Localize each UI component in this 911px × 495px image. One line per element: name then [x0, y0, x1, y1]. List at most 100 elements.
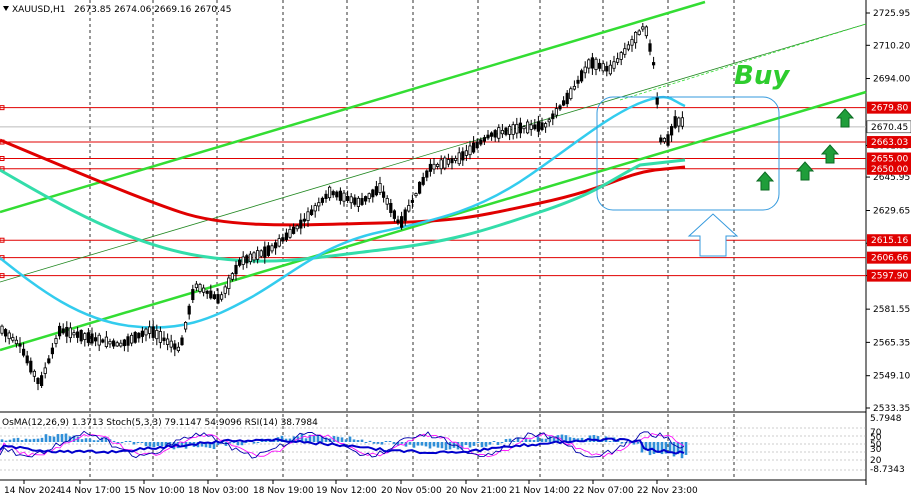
candle-body	[475, 141, 479, 149]
candle-body	[583, 66, 587, 74]
channel-mid-line[interactable]	[0, 23, 867, 283]
osma-bar	[552, 437, 556, 442]
candle-body	[324, 193, 328, 199]
osma-bar	[508, 438, 512, 442]
osma-bar	[388, 441, 392, 442]
candle-body	[486, 134, 490, 139]
osma-bar	[680, 442, 684, 459]
moving-averages	[0, 95, 686, 329]
osma-bar	[100, 437, 104, 442]
candle-body	[353, 197, 357, 205]
osma-bar	[472, 442, 476, 446]
osma-bar	[568, 437, 572, 442]
oscillator-axis-label: 5.7948	[870, 414, 902, 424]
candle-body	[169, 340, 173, 348]
oscillator-axis-label: 50	[870, 433, 882, 443]
osma-bar	[96, 440, 100, 442]
osma-bar	[288, 438, 292, 442]
candle-body	[385, 198, 389, 205]
osma-bar	[320, 437, 324, 442]
price-tick-label: 2533.35	[873, 404, 910, 414]
candle-body	[522, 126, 526, 130]
osma-bar	[504, 439, 508, 442]
osma-bar	[520, 441, 524, 442]
candle-body	[432, 163, 436, 170]
osma-bar	[428, 442, 432, 449]
candle-body	[392, 210, 397, 219]
candle-body	[198, 284, 202, 292]
osma-bar	[352, 439, 356, 442]
osma-bar	[660, 442, 664, 455]
buy-label: Buy	[734, 61, 790, 91]
osma-bar	[400, 442, 404, 444]
osma-bar	[200, 442, 204, 447]
candle-body	[155, 329, 159, 340]
level-handle[interactable]	[0, 156, 5, 162]
candle-body	[183, 322, 188, 330]
candle-body	[68, 327, 72, 339]
candle-body	[396, 219, 400, 224]
price-tick-label: 2565.35	[873, 338, 910, 348]
buy-zone-rectangle	[596, 96, 780, 211]
candlesticks	[0, 23, 685, 391]
candle-body	[165, 338, 170, 345]
osma-bar	[412, 442, 416, 448]
candle-body	[230, 273, 234, 280]
level-handle[interactable]	[0, 237, 5, 243]
osma-bar	[116, 442, 120, 444]
level-handle[interactable]	[0, 105, 5, 111]
osma-bar	[628, 442, 632, 444]
candle-body	[187, 305, 191, 315]
osma-bar	[324, 437, 328, 442]
osma-bar	[532, 440, 536, 442]
candle-body	[677, 117, 681, 127]
candle-body	[421, 176, 425, 185]
level-price-tag	[867, 152, 911, 165]
candle-body	[266, 245, 271, 256]
candle-body	[72, 332, 76, 336]
candle-body	[43, 367, 47, 374]
price-tick-label: 2549.10	[873, 372, 910, 382]
osma-bar	[448, 442, 452, 450]
osma-bar	[488, 442, 492, 445]
ma-red-line	[0, 138, 686, 227]
osma-bar	[348, 436, 352, 442]
dropdown-triangle-icon[interactable]	[3, 6, 9, 11]
osma-bar	[332, 435, 336, 442]
time-tick-label: 20 Nov 05:00	[381, 486, 442, 495]
candle-body	[608, 64, 613, 75]
time-tick-label: 21 Nov 14:00	[509, 486, 570, 495]
candle-body	[540, 122, 544, 131]
candle-body	[79, 329, 83, 342]
osma-bar	[12, 438, 16, 442]
level-price-tag	[867, 251, 911, 264]
level-handle[interactable]	[0, 273, 5, 279]
candle-body	[83, 333, 87, 340]
candle-body	[576, 79, 580, 84]
candle-body	[565, 92, 569, 105]
time-tick-label: 15 Nov 10:00	[124, 486, 185, 495]
osma-bar	[484, 442, 488, 447]
candle-body	[144, 328, 148, 336]
osma-bar	[536, 434, 540, 442]
candle-body	[133, 332, 137, 343]
green-up-arrow-icon	[820, 144, 840, 164]
candle-body	[158, 331, 162, 343]
candle-body	[86, 332, 90, 343]
candle-body	[468, 145, 472, 156]
osma-bar	[396, 442, 400, 446]
price-tick-label: 2694.00	[873, 75, 910, 85]
osma-bar	[232, 442, 236, 443]
candle-body	[533, 124, 537, 130]
candle-body	[331, 191, 335, 196]
osma-bar	[676, 442, 680, 455]
candle-body	[317, 202, 321, 207]
candle-body	[410, 199, 415, 203]
channel-upper-line[interactable]	[0, 0, 706, 214]
candle-body	[381, 191, 386, 198]
candle-body	[443, 157, 447, 169]
candle-body	[655, 96, 659, 105]
candle-body	[108, 341, 112, 345]
